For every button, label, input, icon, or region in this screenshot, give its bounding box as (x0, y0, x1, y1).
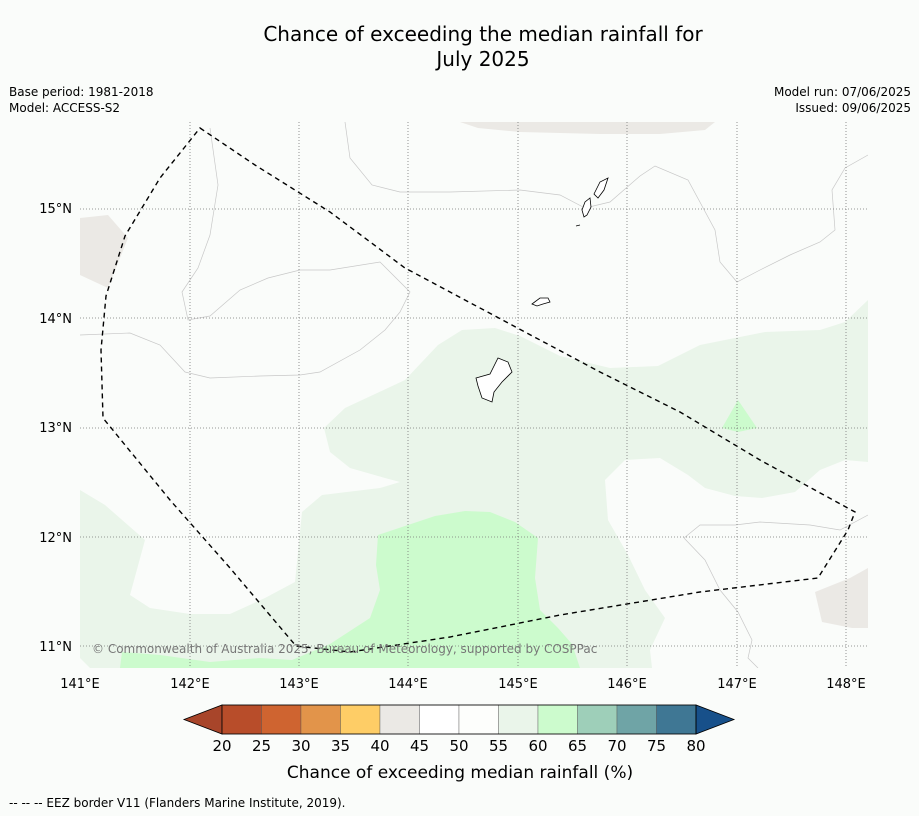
model-name: Model: ACCESS-S2 (9, 101, 121, 115)
colorbar-segment (340, 704, 381, 735)
zone-likely-wetter-south (120, 511, 580, 668)
zone-below-normal-west (80, 215, 128, 288)
colorbar-frame (221, 704, 697, 735)
colorbar-tick-label: 75 (647, 737, 666, 755)
island-guam (475, 357, 513, 403)
colorbar-segment (498, 704, 539, 735)
title-line-1: Chance of exceeding the median rainfall … (263, 22, 703, 46)
lat-label: 11°N (39, 640, 72, 655)
island-rota (531, 297, 551, 307)
graticule (80, 122, 868, 668)
zone-below-normal-southeast (815, 568, 868, 628)
colorbar-segment (261, 704, 302, 735)
lat-label: 15°N (39, 202, 72, 217)
colorbar-tick-label: 65 (568, 737, 587, 755)
colorbar-segment (616, 704, 657, 735)
colorbar-segment (221, 704, 262, 735)
issued-date: Issued: 09/06/2025 (795, 101, 911, 115)
copyright-notice: © Commonwealth of Australia 2025, Bureau… (92, 642, 597, 656)
lat-labels: 15°N 14°N 13°N 12°N 11°N (39, 202, 72, 655)
lon-labels: 141°E 142°E 143°E 144°E 145°E 146°E 147°… (60, 677, 866, 692)
lon-label: 146°E (607, 677, 647, 692)
colorbar-segment (458, 704, 499, 735)
colorbar (182, 704, 736, 735)
colorbar-label: Chance of exceeding median rainfall (%) (287, 763, 633, 783)
model-run: Model run: 07/06/2025 (773, 85, 911, 99)
meta-right: Model run: 07/06/2025 Issued: 09/06/2025 (774, 84, 911, 116)
colorbar-ticks: 20 25 30 35 40 45 50 55 60 65 70 75 80 (212, 737, 705, 755)
title-line-2: July 2025 (436, 47, 530, 71)
zone-likely-wetter-east (722, 400, 757, 432)
colorbar-segment (419, 704, 460, 735)
lon-label: 144°E (388, 677, 428, 692)
colorbar-tick-label: 45 (410, 737, 429, 755)
colorbar-tick-label: 35 (331, 737, 350, 755)
colorbar-segment (300, 704, 341, 735)
colorbar-tick-label: 70 (607, 737, 626, 755)
colorbar-tick-label: 55 (489, 737, 508, 755)
lon-label: 147°E (717, 677, 757, 692)
colorbar-extend-high (695, 704, 736, 735)
legend-footnote: -- -- -- EEZ border V11 (Flanders Marine… (9, 796, 346, 810)
colorbar-tick-label: 40 (370, 737, 389, 755)
map-title: Chance of exceeding the median rainfall … (0, 22, 919, 72)
colorbar-segment (656, 704, 697, 735)
lat-label: 13°N (39, 421, 72, 436)
colorbar-tick-label: 30 (291, 737, 310, 755)
eez-border (100, 127, 856, 653)
meta-left: Base period: 1981-2018 Model: ACCESS-S2 (9, 84, 154, 116)
lat-label: 14°N (39, 312, 72, 327)
colorbar-tick-label: 20 (212, 737, 231, 755)
island-aguijan (575, 224, 581, 227)
colorbar-tick-label: 25 (252, 737, 271, 755)
colorbar-extend-low (182, 704, 223, 735)
lon-label: 148°E (826, 677, 866, 692)
colorbar-tick-label: 80 (686, 737, 705, 755)
colorbar-tick-label: 50 (449, 737, 468, 755)
contour-lines (80, 122, 868, 668)
island-tinian (581, 197, 592, 218)
zone-below-normal-top (460, 122, 715, 134)
colorbar-segment (537, 704, 578, 735)
zone-above-normal-central (80, 300, 868, 668)
lon-label: 143°E (279, 677, 319, 692)
lon-label: 145°E (498, 677, 538, 692)
islands (475, 177, 609, 403)
lon-label: 141°E (60, 677, 100, 692)
map-panel: © Commonwealth of Australia 2025, Bureau… (80, 122, 868, 668)
island-saipan (593, 177, 609, 199)
colorbar-segment (577, 704, 618, 735)
lat-label: 12°N (39, 531, 72, 546)
colorbar-segment (379, 704, 420, 735)
lon-label: 142°E (170, 677, 210, 692)
colorbar-tick-label: 60 (528, 737, 547, 755)
base-period: Base period: 1981-2018 (9, 85, 154, 99)
